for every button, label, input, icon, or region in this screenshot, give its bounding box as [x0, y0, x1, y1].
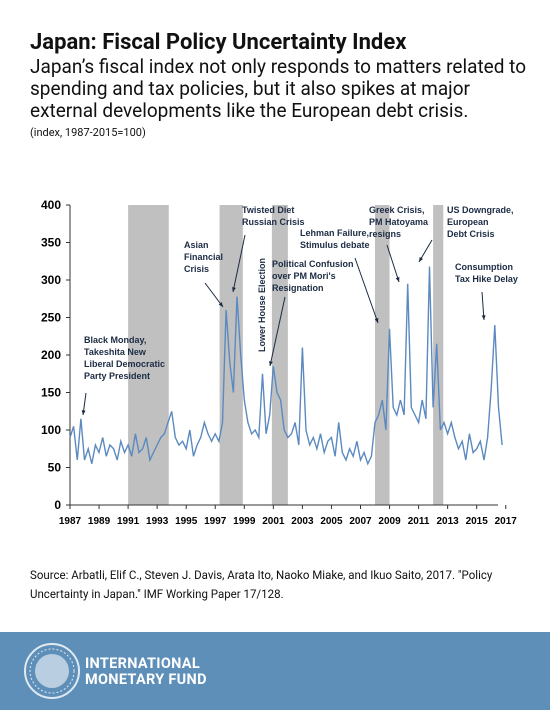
annotation: Greek Crisis, — [369, 205, 425, 215]
logo — [24, 643, 80, 699]
chart: 0 50 100 150 200 250 300 350 400 1987 1989 1991 1993… — [41, 198, 518, 527]
y-tick-label: 300 — [41, 273, 61, 287]
annotation: US Downgrade, — [447, 205, 514, 215]
x-tick-label: 1999 — [233, 516, 256, 527]
annotation: resigns — [369, 229, 401, 239]
y-tick-label: 250 — [41, 311, 61, 325]
arrow-head — [218, 302, 223, 307]
annotation: Russian Crisis — [242, 217, 305, 227]
shaded-period — [271, 205, 288, 505]
annotation: PM Hatoyama — [369, 217, 429, 227]
footer: INTERNATIONAL MONETARY FUND — [0, 632, 550, 710]
annotation-arrow — [204, 282, 224, 308]
x-tick-label: 1991 — [117, 516, 140, 527]
header: Japan: Fiscal Policy Uncertainty Index J… — [30, 30, 540, 139]
annotation: Takeshita New — [84, 347, 147, 357]
x-tick-label: 2007 — [349, 516, 372, 527]
x-tick-label: 1995 — [175, 516, 198, 527]
x-tick-label: 2001 — [262, 516, 285, 527]
annotation: Stimulus debate — [300, 240, 370, 250]
title: Japan: Fiscal Policy Uncertainty Index — [30, 30, 407, 55]
annotation: Resignation — [272, 283, 324, 293]
annotation: Liberal Democratic — [84, 359, 165, 369]
annotation: Crisis — [184, 264, 209, 274]
annotation: Party President — [84, 371, 150, 381]
annotation: Debt Crisis — [447, 229, 495, 239]
x-tick-label: 1997 — [204, 516, 227, 527]
annotation: European — [447, 217, 489, 227]
shaded-period — [375, 205, 390, 505]
x-tick-label: 2003 — [291, 516, 314, 527]
unit-note: (index, 1987-2015=100) — [30, 126, 146, 139]
arrow-head — [232, 287, 236, 292]
x-tick-label: 1987 — [59, 516, 82, 527]
arrow-head — [81, 410, 86, 415]
annotation: Lehman Failure, — [300, 228, 369, 238]
annotation-arrow — [386, 244, 400, 283]
y-tick-label: 350 — [41, 236, 61, 250]
y-tick-label: 200 — [41, 348, 61, 362]
x-tick-label: 2015 — [466, 516, 489, 527]
annotation: Black Monday, — [84, 335, 146, 345]
annotation: Financial — [184, 252, 223, 262]
shaded-period — [219, 205, 243, 505]
annotation: over PM Mori's — [272, 271, 336, 281]
y-tick-label: 400 — [41, 198, 61, 212]
shaded-period — [433, 205, 444, 505]
x-tick-label: 2017 — [495, 516, 518, 527]
x-tick-label: 2013 — [437, 516, 460, 527]
org-line: INTERNATIONAL — [85, 655, 200, 672]
x-tick-label: 2011 — [408, 516, 430, 527]
annotation: Political Confusion — [272, 259, 354, 269]
arrow-head — [374, 318, 379, 323]
annotation: Twisted Diet — [242, 205, 294, 215]
y-tick-label: 0 — [54, 498, 61, 512]
annotation: Tax Hike Delay — [455, 274, 518, 284]
source: Source: Arbatli, Elif C., Steven J. Davi… — [30, 568, 493, 601]
arrow-head — [269, 361, 273, 366]
annotation: Asian — [184, 240, 209, 250]
y-tick-label: 100 — [41, 423, 61, 437]
y-tick-label: 150 — [41, 386, 61, 400]
x-tick-label: 2005 — [320, 516, 343, 527]
x-tick-label: 1993 — [146, 516, 169, 527]
annotation-arrow — [354, 257, 379, 324]
annotation-arrow — [269, 296, 286, 367]
arrow-head — [481, 315, 486, 320]
x-tick-label: 1989 — [88, 516, 111, 527]
annotation-arrow — [481, 291, 485, 321]
x-tick-label: 2009 — [378, 516, 401, 527]
index-line — [69, 266, 503, 466]
subtitle: Japan’s fiscal index not only responds t… — [30, 55, 527, 122]
annotation: Lower House Election — [257, 258, 267, 352]
y-tick-label: 50 — [48, 461, 62, 475]
annotation: Consumption — [455, 262, 513, 272]
arrow-head — [395, 277, 400, 282]
annotation-arrow — [232, 234, 246, 293]
arrow-head — [419, 257, 424, 262]
org-name: INTERNATIONAL MONETARY FUND — [85, 656, 207, 688]
org-line: MONETARY FUND — [85, 671, 207, 688]
